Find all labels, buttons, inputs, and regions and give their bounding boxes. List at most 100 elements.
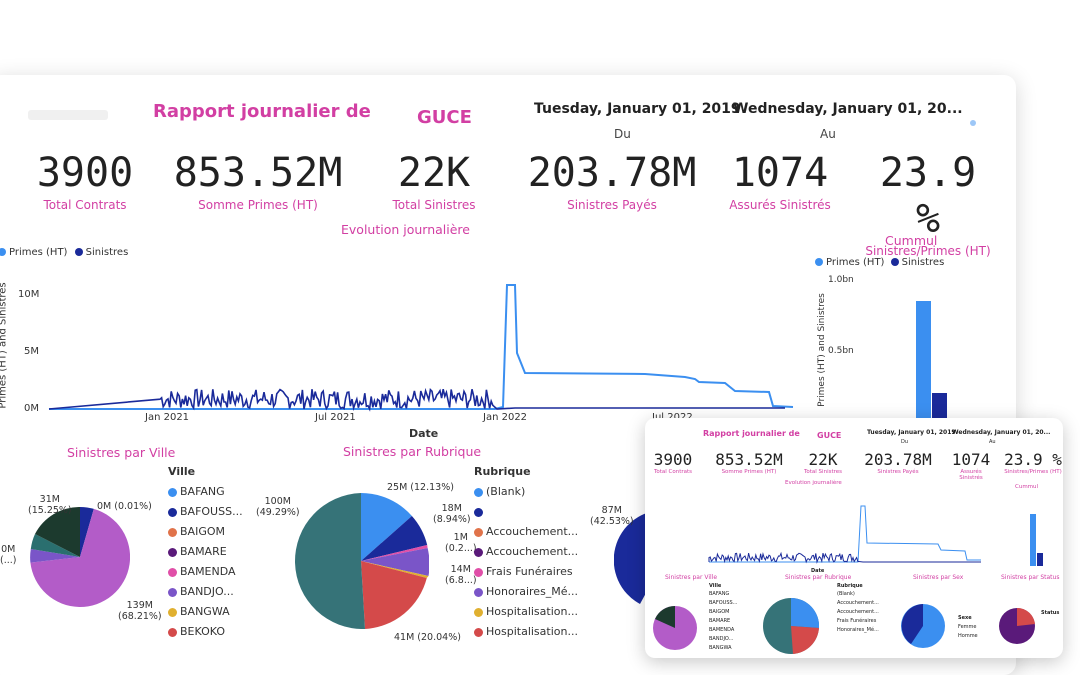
legend-item[interactable]: BANGWA <box>168 602 243 622</box>
pie-label: 14M (6.8...) <box>445 564 477 586</box>
pie-label: 25M (12.13%) <box>387 482 454 493</box>
legend-label: Primes (HT) <box>826 257 885 268</box>
legend-item: Frais Funéraires <box>837 618 877 624</box>
legend-item[interactable]: BAFANG <box>168 482 243 502</box>
legend-item[interactable]: (Blank) <box>474 482 578 502</box>
pie-label: 31M (15.25%) <box>28 494 72 516</box>
legend-item[interactable]: BANDJO... <box>168 582 243 602</box>
line-chart-plot[interactable] <box>45 275 795 415</box>
pie-label-value: 14M <box>450 564 471 575</box>
legend-dot <box>168 507 177 517</box>
sinistres-series-line <box>708 551 981 564</box>
pie-slice <box>361 545 428 561</box>
legend-label: Honoraires_Mé... <box>486 585 579 598</box>
kpi-assures-sinistres: 1074 Assurés Sinistrés <box>725 150 835 212</box>
bar-chart-ylabel: Primes (HT) and Sinistres <box>816 293 827 407</box>
kpi-value: 3900 <box>653 450 693 469</box>
legend-item: BAMARE <box>709 618 731 624</box>
pie-ville-title: Sinistres par Ville <box>67 445 176 460</box>
legend-label: BAMARE <box>180 545 227 558</box>
legend-item[interactable]: Accouchement... <box>474 542 578 562</box>
mini-line-xlabel: Date <box>811 568 825 574</box>
bar-primes[interactable] <box>916 301 931 421</box>
pie-slice <box>791 626 819 654</box>
pie-rubrique-title: Sinistres par Rubrique <box>343 444 482 459</box>
date-from[interactable]: Tuesday, January 01, 2019 <box>534 101 741 117</box>
pie-slice <box>361 548 429 576</box>
legend-dot <box>168 547 177 557</box>
kpi-label: Sinistres Payés <box>877 469 919 475</box>
legend-label: BAFOUSS... <box>180 505 243 518</box>
kpi-sinistres-payes: 203.78M Sinistres Payés <box>527 150 697 212</box>
kpi-label: Sinistres/Primes (HT) <box>1004 469 1062 475</box>
mini-section-title: Sinistres par Sex <box>913 574 964 581</box>
legend-item[interactable]: Hospitalisation... <box>474 602 578 622</box>
kpi-label: Total Contrats <box>43 198 127 212</box>
kpi-label: Sinistres/Primes (HT) <box>865 244 991 258</box>
pie-label-value: 100M <box>264 496 291 507</box>
legend-label: Primes (HT) <box>9 247 68 258</box>
mini-report-title: Rapport journalier de <box>703 429 800 438</box>
pie-label-value: 31M <box>39 494 60 505</box>
pie-label-value: 18M <box>441 503 462 514</box>
legend-item[interactable]: BAMENDA <box>168 562 243 582</box>
pie-label-pct: (68.21%) <box>118 611 162 622</box>
pie-slice <box>901 604 923 644</box>
line-chart-ylabel: Primes (HT) and Sinistres <box>0 282 9 409</box>
mini-date-from: Tuesday, January 01, 2019 <box>867 429 956 436</box>
mini-pie-sex <box>901 604 945 648</box>
mini-dashboard-card: Rapport journalier de GUCE Tuesday, Janu… <box>645 418 1063 658</box>
xtick: Jul 2022 <box>652 412 693 423</box>
legend-item[interactable] <box>474 502 578 522</box>
legend-label: Accouchement... <box>486 545 579 558</box>
legend-dot <box>474 527 483 537</box>
logo-placeholder <box>28 110 108 120</box>
legend-item[interactable]: Hospitalisation... <box>474 622 578 642</box>
pie-label-pct: (6.8...) <box>445 575 477 586</box>
kpi-value: 1074 <box>731 150 829 196</box>
mini-kpi: 203.78M Sinistres Payés <box>859 450 937 475</box>
legend-list: (Blank) Accouchement... Accouchement... Fra… <box>474 482 578 642</box>
kpi-value: 22K <box>397 150 471 196</box>
report-org: GUCE <box>417 107 472 128</box>
pie-ville[interactable] <box>30 507 130 607</box>
mini-bar-primes <box>1030 514 1036 566</box>
pie-label-value: 1M <box>453 532 468 543</box>
brand-icon <box>965 115 981 131</box>
pie-slice <box>35 507 80 557</box>
legend-item[interactable]: Honoraires_Mé... <box>474 582 578 602</box>
legend-item: Accouchement... <box>837 609 879 615</box>
legend-item: BAIGOM <box>709 609 730 615</box>
mini-status-legend: Status <box>1041 610 1060 616</box>
legend-dot-primes <box>815 258 823 266</box>
xtick: Jan 2021 <box>145 412 190 423</box>
legend-label: BAIGOM <box>180 525 225 538</box>
date-to[interactable]: Wednesday, January 01, 20... <box>733 101 963 117</box>
line-chart-title: Evolution journalière <box>341 222 470 237</box>
bar-sinistres[interactable] <box>932 393 947 423</box>
pie-label-pct: (15.25%) <box>28 505 72 516</box>
legend-item: (Blank) <box>837 591 855 597</box>
pie-label: 1M (0.2...) <box>445 532 477 554</box>
legend-item[interactable]: BAIGOM <box>168 522 243 542</box>
legend-label: Hospitalisation... <box>486 625 578 638</box>
legend-dot <box>168 587 177 597</box>
mini-rubrique-legend: (Blank) Accouchement... Accouchement... … <box>837 590 879 635</box>
kpi-label: Somme Primes (HT) <box>198 198 318 212</box>
legend-item[interactable]: Frais Funéraires <box>474 562 578 582</box>
legend-item[interactable]: BAMARE <box>168 542 243 562</box>
kpi-total-contrats: 3900 Total Contrats <box>30 150 140 212</box>
legend-dot <box>474 507 483 517</box>
legend-item[interactable]: BAFOUSS... <box>168 502 243 522</box>
primes-series-line <box>709 505 981 563</box>
kpi-somme-primes: 853.52M Somme Primes (HT) <box>173 150 343 212</box>
legend-label: Sinistres <box>85 247 129 258</box>
legend-label: BANGWA <box>180 605 230 618</box>
legend-label: BAMENDA <box>180 565 236 578</box>
legend-item[interactable]: Accouchement... <box>474 522 578 542</box>
legend-item[interactable]: BEKOKO <box>168 622 243 642</box>
pie-slice <box>791 598 819 628</box>
pie-slice <box>30 508 130 607</box>
bar-chart-title: Cummul <box>885 233 938 248</box>
pie-rubrique[interactable] <box>293 493 429 629</box>
